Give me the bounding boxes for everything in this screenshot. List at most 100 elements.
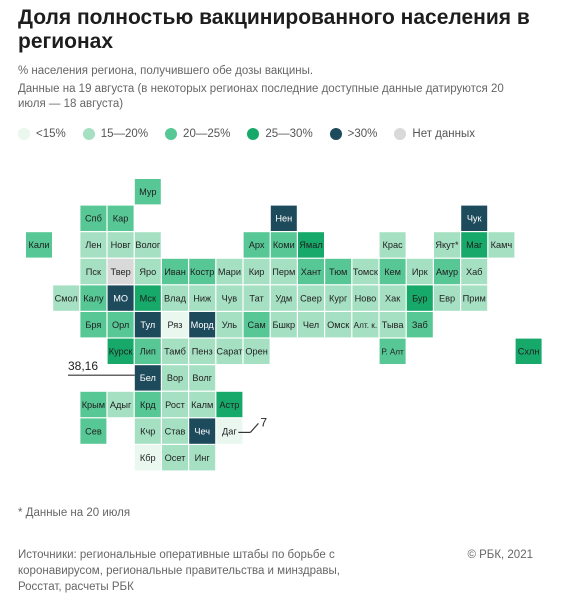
region-tile bbox=[379, 285, 406, 311]
legend-swatch bbox=[247, 128, 260, 140]
region-cell: Кем bbox=[379, 258, 406, 285]
region-tile bbox=[134, 258, 161, 285]
region-label: Сарат bbox=[216, 347, 243, 357]
region-cell: Кир bbox=[243, 258, 270, 285]
legend-label: 25—30% bbox=[265, 128, 313, 140]
region-tile bbox=[107, 285, 134, 311]
region-tile bbox=[162, 365, 188, 391]
region-cell: Заб bbox=[406, 312, 433, 338]
region-cell: Тамб bbox=[162, 338, 188, 364]
region-cell: Ново bbox=[352, 285, 379, 311]
region-tile bbox=[406, 258, 433, 285]
region-tile bbox=[80, 391, 107, 418]
region-cell: Волг bbox=[189, 365, 216, 391]
region-tile bbox=[461, 285, 488, 311]
region-label: Р. Алт bbox=[381, 348, 404, 357]
region-tile bbox=[80, 312, 107, 338]
region-cell: Смол bbox=[53, 285, 80, 311]
region-tile bbox=[134, 365, 161, 391]
region-tile bbox=[134, 445, 161, 471]
region-label: Арх bbox=[249, 240, 265, 250]
region-tile bbox=[134, 312, 161, 338]
region-label: Курск bbox=[109, 347, 134, 357]
region-tile bbox=[216, 258, 243, 285]
region-cell: Лип bbox=[134, 338, 161, 364]
region-cell: Маг bbox=[461, 232, 488, 258]
region-label: Рост bbox=[165, 400, 185, 410]
region-cell: Хант bbox=[298, 258, 324, 285]
region-label: Томск bbox=[353, 267, 379, 277]
region-label: Крд bbox=[140, 400, 156, 410]
legend-item: 25—30% bbox=[247, 128, 313, 140]
region-cell: Влад bbox=[162, 285, 188, 311]
legend: <15% 15—20% 20—25% 25—30% >30% Нет данных bbox=[18, 126, 492, 142]
region-tile bbox=[434, 232, 460, 258]
region-label: Твер bbox=[110, 267, 130, 277]
region-cell: Спб bbox=[80, 205, 107, 231]
region-tile bbox=[162, 391, 188, 418]
region-cell: Калу bbox=[80, 285, 107, 311]
region-label: Волг bbox=[192, 373, 212, 383]
region-label: Морд bbox=[191, 320, 215, 330]
region-cell: Мари bbox=[216, 258, 243, 285]
region-label: Чеч bbox=[194, 426, 210, 436]
region-cell: Тат bbox=[243, 285, 270, 311]
chart-title: Доля полностью вакцинированного населени… bbox=[18, 6, 530, 53]
region-label: Уль bbox=[222, 320, 238, 330]
region-cell: Курск bbox=[107, 338, 134, 364]
chart-subtitle: % населения региона, получившего обе доз… bbox=[18, 65, 314, 77]
region-cell: Евр bbox=[434, 285, 460, 311]
region-label: Кург bbox=[329, 293, 348, 303]
region-label: Заб bbox=[412, 320, 428, 330]
region-label: Влад bbox=[164, 293, 187, 303]
region-cell: Кали bbox=[26, 232, 52, 258]
region-label: Крас bbox=[383, 240, 404, 250]
region-cell: Ирк bbox=[406, 258, 433, 285]
region-tile bbox=[107, 232, 134, 258]
region-tile bbox=[434, 258, 460, 285]
region-cell: Адыг bbox=[107, 391, 134, 418]
region-label: Калу bbox=[83, 293, 104, 303]
region-label: Камч bbox=[491, 240, 513, 250]
legend-label: >30% bbox=[347, 128, 378, 140]
region-label: Свер bbox=[300, 293, 322, 303]
region-label: Адыг bbox=[110, 400, 132, 410]
region-cell: Лен bbox=[80, 232, 107, 258]
region-tile bbox=[134, 391, 161, 418]
tile-map: Мур Спб Кар Нен Чук Кали Лен Новг Волог Арх Коми Ям… bbox=[26, 179, 542, 471]
region-cell: Бря bbox=[80, 312, 107, 338]
region-tile bbox=[134, 338, 161, 364]
region-label: Кчр bbox=[140, 426, 155, 436]
region-cell: Калм bbox=[189, 391, 216, 418]
callout-line bbox=[249, 423, 259, 433]
region-tile bbox=[243, 312, 270, 338]
region-cell: Крас bbox=[379, 232, 406, 258]
region-cell: Даг bbox=[216, 418, 243, 444]
region-label: Костр bbox=[190, 267, 214, 277]
region-cell: Пск bbox=[80, 258, 107, 285]
region-cell: Твер bbox=[107, 258, 134, 285]
region-label: Чел bbox=[303, 320, 319, 330]
region-tile bbox=[107, 205, 134, 231]
region-tile bbox=[298, 285, 324, 311]
region-label: Тамб bbox=[164, 347, 186, 357]
region-label: Сам bbox=[248, 320, 266, 330]
region-label: Новг bbox=[111, 240, 132, 250]
legend-label: Нет данных bbox=[412, 128, 476, 140]
region-label: Омск bbox=[327, 320, 350, 330]
region-tile bbox=[515, 338, 542, 364]
region-tile bbox=[107, 312, 134, 338]
region-cell: Орен bbox=[243, 338, 270, 364]
region-cell: Хак bbox=[379, 285, 406, 311]
region-cell: Омск bbox=[325, 312, 352, 338]
region-label: Ряз bbox=[167, 320, 182, 330]
region-cell: Костр bbox=[189, 258, 216, 285]
region-tile bbox=[107, 391, 134, 418]
region-cell: Орл bbox=[107, 312, 134, 338]
region-label: Волог bbox=[135, 240, 161, 250]
region-tile bbox=[406, 285, 433, 311]
region-cell: Тул bbox=[134, 312, 161, 338]
region-cell: Бел bbox=[134, 365, 161, 391]
region-tile bbox=[162, 418, 188, 444]
region-tile bbox=[243, 338, 270, 364]
